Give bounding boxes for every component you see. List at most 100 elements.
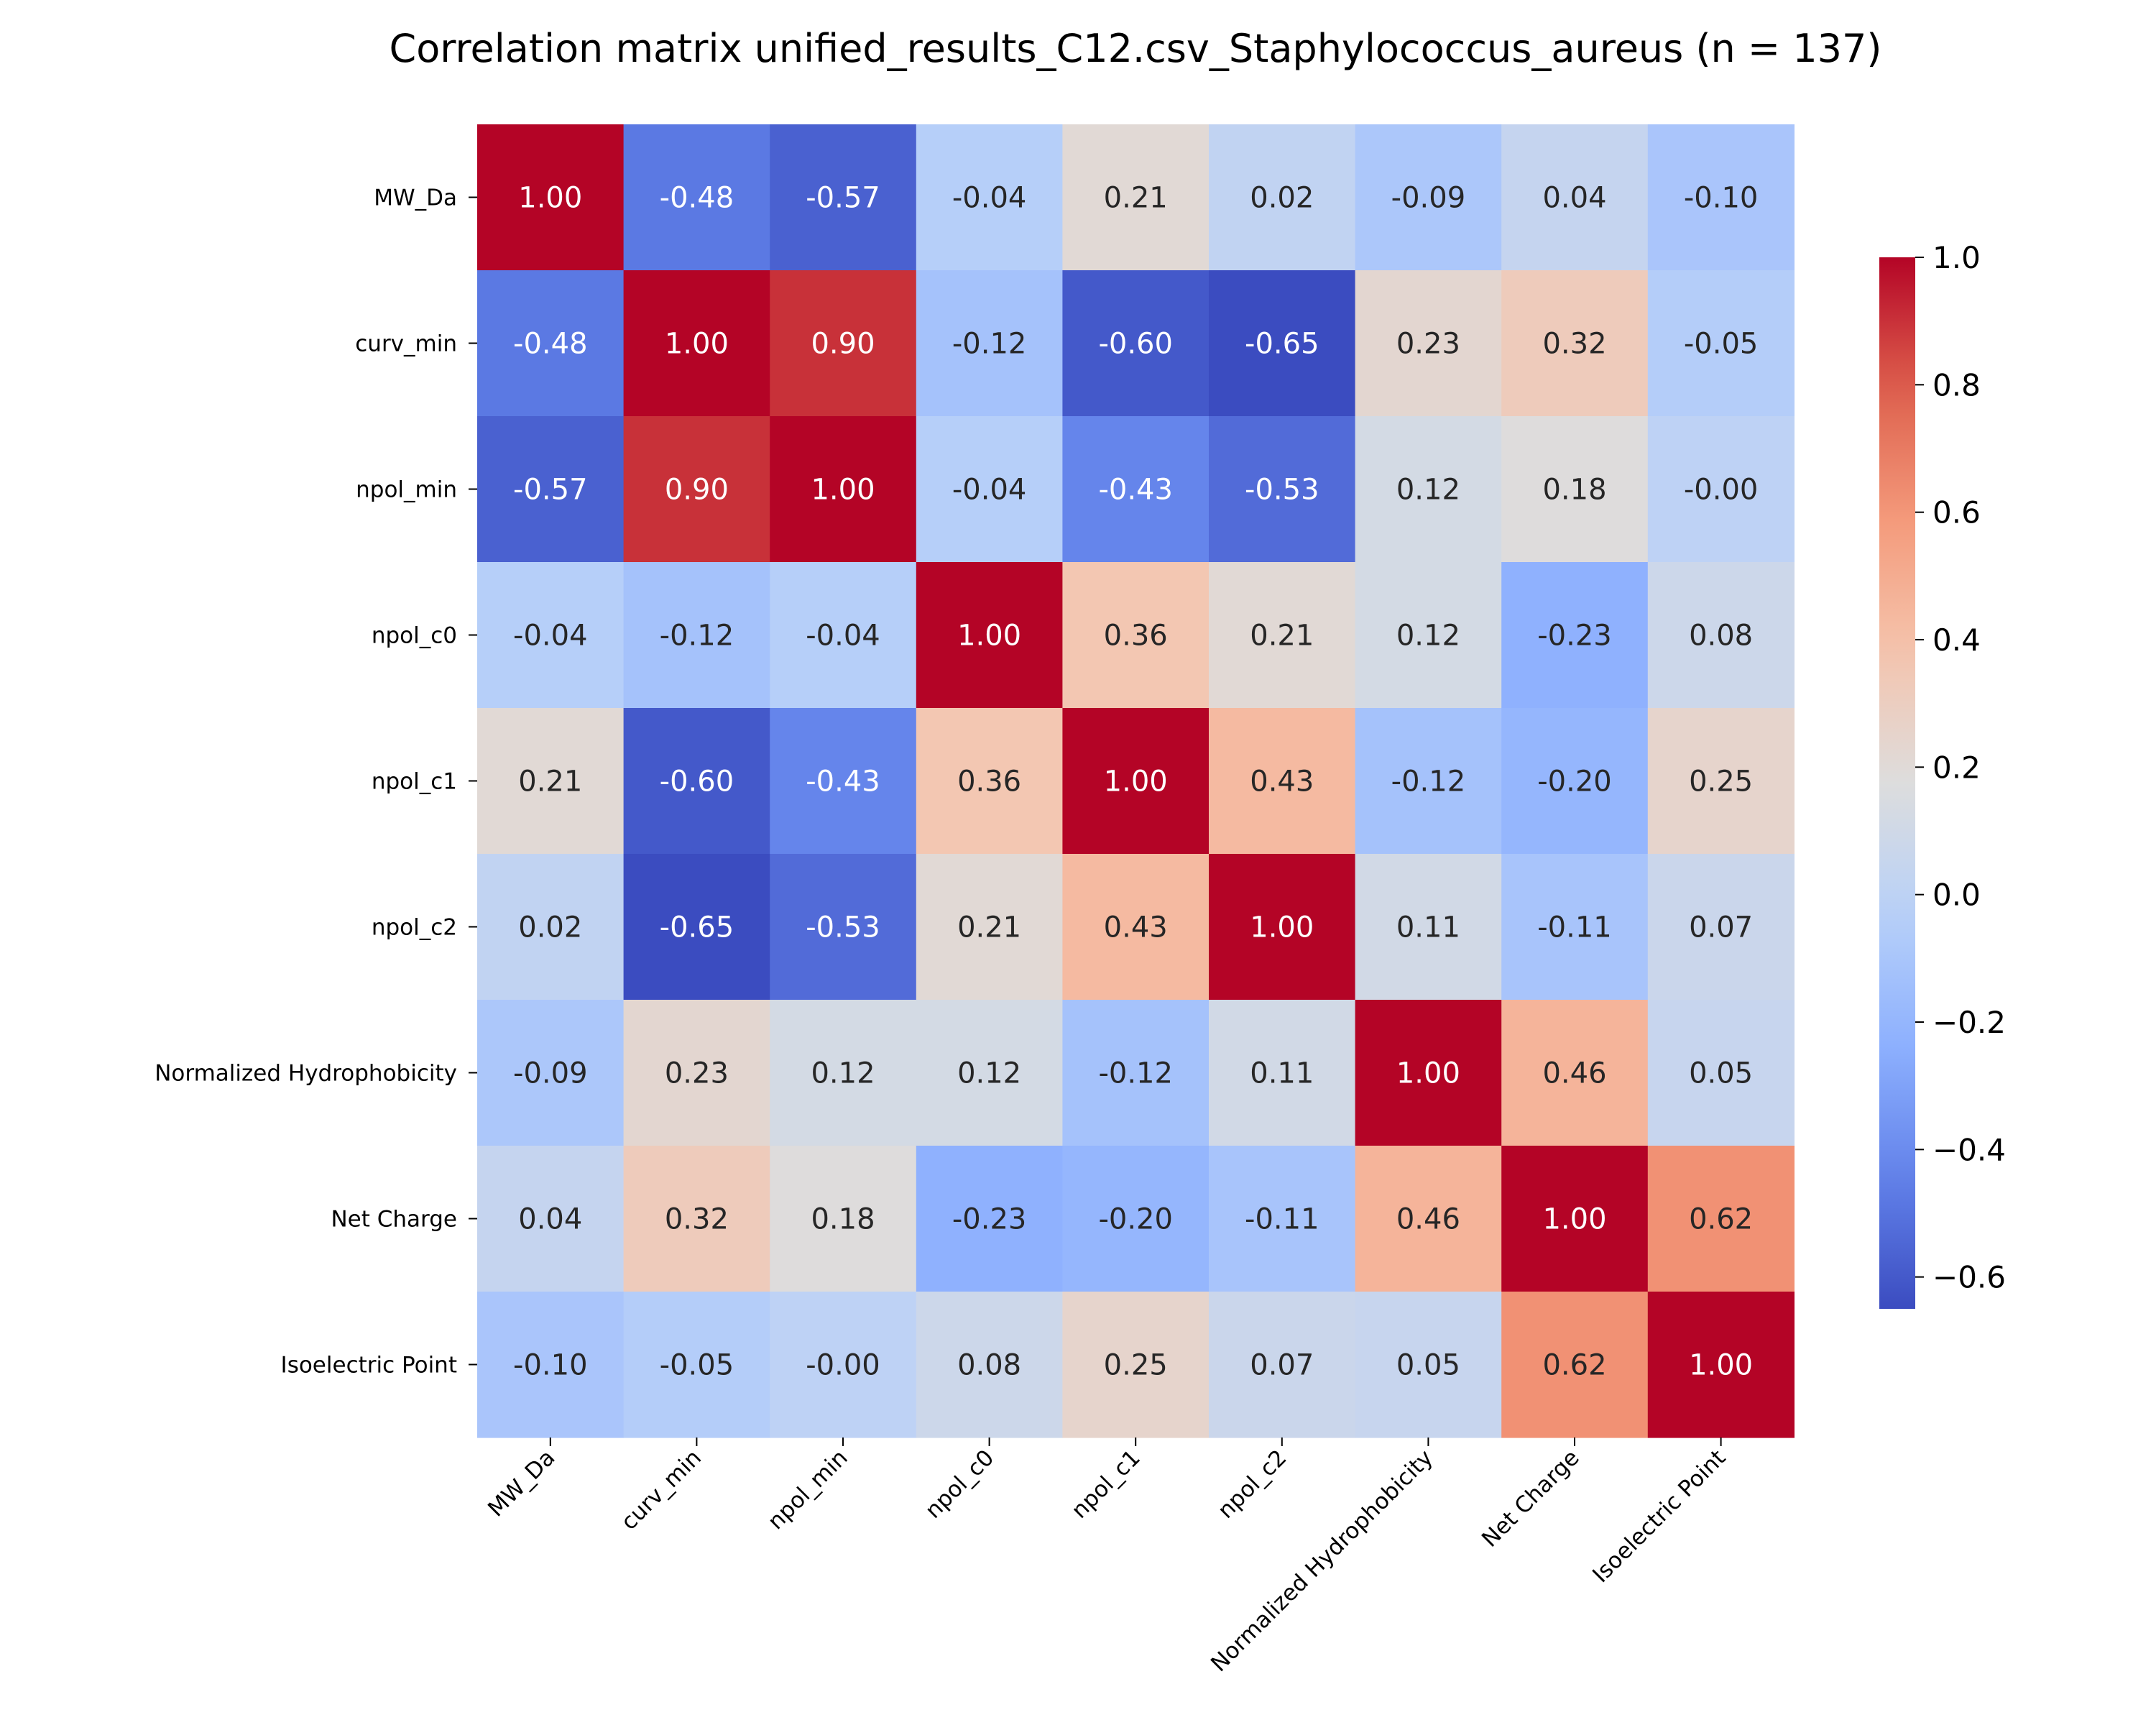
heatmap-cell-1-2 [770,270,917,417]
cell-value-label: -0.43 [1098,474,1173,507]
heatmap-cell-4-2 [770,708,917,855]
heatmap-cell-4-4 [1062,708,1210,855]
heatmap-cell-1-0 [477,270,625,417]
heatmap-cell-7-4 [1062,1146,1210,1292]
row-label-npol-min: npol_min [356,477,457,503]
heatmap-cell-2-2 [770,416,917,563]
heatmap-cell-4-8 [1647,708,1795,855]
cell-value-label: 0.25 [1689,765,1753,799]
column-label-npol-min: npol_min [763,1445,853,1535]
heatmap-cell-2-6 [1355,416,1502,563]
cell-value-label: -0.11 [1537,911,1612,944]
cell-value-label: 0.07 [1250,1349,1314,1382]
heatmap-cell-5-7 [1501,854,1649,1000]
cell-value-label: -0.09 [513,1057,588,1090]
cell-value-label: -0.00 [1684,474,1759,507]
heatmap-cell-7-2 [770,1146,917,1292]
heatmap-cell-5-4 [1062,854,1210,1000]
cell-value-label: -0.11 [1245,1203,1319,1236]
cell-value-label: -0.20 [1537,765,1612,799]
cell-value-label: 0.32 [1542,328,1606,361]
cell-value-label: 0.36 [957,765,1021,799]
heatmap-cell-0-6 [1355,124,1502,271]
heatmap-cell-6-7 [1501,1000,1649,1146]
column-label-net-charge: Net Charge [1477,1445,1585,1552]
heatmap-cell-3-5 [1209,562,1356,709]
row-label-isoelectric-point: Isoelectric Point [281,1353,457,1379]
heatmap-cells: 1.00 -0.48 -0.57 -0.04 0.21 0.02 -0.09 0.04 -0.1… [477,124,1795,1438]
cell-value-label: 0.02 [1250,182,1314,215]
heatmap-cell-6-6 [1355,1000,1502,1146]
cell-value-label: 1.00 [1250,911,1314,944]
cell-value-label: -0.57 [806,182,880,215]
heatmap-cell-4-5 [1209,708,1356,855]
cell-value-label: 0.21 [957,911,1021,944]
heatmap-cell-0-4 [1062,124,1210,271]
cell-value-label: 0.12 [957,1057,1021,1090]
cell-value-label: -0.05 [1684,328,1759,361]
cell-value-label: 0.21 [1104,182,1168,215]
cell-value-label: 0.43 [1250,765,1314,799]
cell-value-label: 1.00 [1104,765,1168,799]
colorbar-tick-label: 0.4 [1932,622,1981,658]
cell-value-label: -0.65 [1245,328,1319,361]
cell-value-label: 0.62 [1689,1203,1753,1236]
heatmap-cell-2-5 [1209,416,1356,563]
row-label-npol-c0: npol_c0 [372,623,457,649]
cell-value-label: -0.60 [1098,328,1173,361]
colorbar-tick-label: 0.0 [1932,878,1981,913]
colorbar-ticks: 1.0 0.8 0.6 0.4 0.2 0.0 −0.2 −0.4 −0.6 [1915,240,2006,1295]
heatmap-cell-7-7 [1501,1146,1649,1292]
cell-value-label: 0.46 [1542,1057,1606,1090]
cell-value-label: 0.11 [1250,1057,1314,1090]
cell-value-label: 0.21 [518,765,582,799]
cell-value-label: 0.02 [518,911,582,944]
colorbar-tick-label: 0.8 [1932,367,1981,402]
heatmap-cell-7-1 [623,1146,770,1292]
cell-value-label: 1.00 [518,182,582,215]
heatmap-cell-6-3 [916,1000,1063,1146]
heatmap-cell-1-6 [1355,270,1502,417]
heatmap-cell-1-1 [623,270,770,417]
cell-value-label: 0.18 [1542,474,1606,507]
heatmap-cell-2-1 [623,416,770,563]
heatmap-cell-7-3 [916,1146,1063,1292]
cell-value-label: 0.07 [1689,911,1753,944]
heatmap-cell-8-8 [1647,1292,1795,1438]
heatmap-cell-8-6 [1355,1292,1502,1438]
colorbar-gradient [1879,257,1915,1309]
cell-value-label: -0.65 [660,911,734,944]
cell-value-label: 1.00 [665,328,729,361]
column-label-npol-c1: npol_c1 [1067,1445,1146,1524]
cell-value-label: 0.04 [518,1203,582,1236]
heatmap-cell-4-1 [623,708,770,855]
cell-value-label: 0.32 [665,1203,729,1236]
cell-value-label: -0.12 [660,620,734,653]
heatmap-cell-3-2 [770,562,917,709]
heatmap-cell-0-3 [916,124,1063,271]
heatmap-cell-5-8 [1647,854,1795,1000]
cell-value-label: 0.08 [957,1349,1021,1382]
cell-value-label: -0.23 [952,1203,1027,1236]
heatmap-cell-1-3 [916,270,1063,417]
cell-value-label: -0.23 [1537,620,1612,653]
heatmap-cell-8-2 [770,1292,917,1438]
cell-value-label: 1.00 [1542,1203,1606,1236]
cell-value-label: 0.12 [811,1057,875,1090]
cell-value-label: -0.04 [806,620,880,653]
cell-value-label: -0.12 [1098,1057,1173,1090]
cell-value-label: 0.23 [1396,328,1460,361]
cell-value-label: 0.36 [1104,620,1168,653]
heatmap-cell-6-5 [1209,1000,1356,1146]
cell-value-label: 0.18 [811,1203,875,1236]
heatmap-cell-5-3 [916,854,1063,1000]
row-label-mw-da: MW_Da [374,185,457,211]
cell-value-label: -0.43 [806,765,880,799]
cell-value-label: 0.12 [1396,620,1460,653]
heatmap-cell-8-4 [1062,1292,1210,1438]
cell-value-label: -0.04 [513,620,588,653]
heatmap-cell-3-3 [916,562,1063,709]
heatmap-cell-4-7 [1501,708,1649,855]
heatmap-cell-8-5 [1209,1292,1356,1438]
